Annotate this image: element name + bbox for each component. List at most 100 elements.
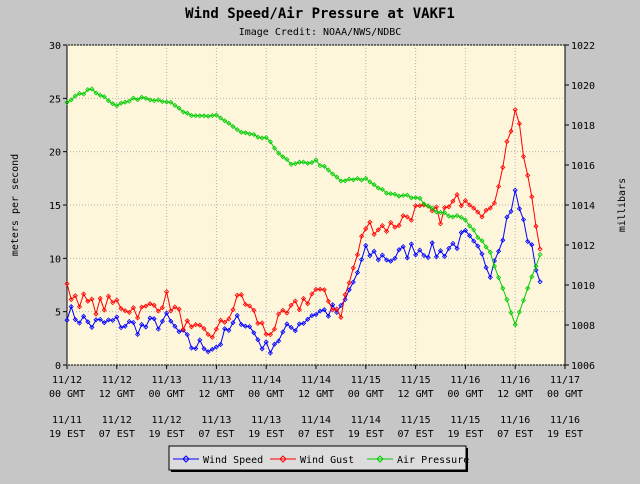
- data-point: [164, 310, 170, 316]
- data-point: [342, 292, 348, 298]
- data-point: [76, 304, 83, 310]
- data-point: [184, 110, 190, 116]
- data-point: [81, 291, 87, 297]
- data-point: [338, 302, 344, 309]
- data-point: [396, 222, 402, 229]
- data-point: [330, 171, 336, 177]
- data-point: [392, 191, 398, 197]
- data-point: [284, 310, 290, 316]
- x-tick-label: 19 EST: [348, 429, 384, 440]
- data-point: [384, 228, 390, 234]
- data-point: [242, 323, 248, 329]
- data-point: [276, 311, 282, 317]
- data-point: [193, 113, 199, 119]
- x-tick-label: 11/15: [450, 415, 480, 426]
- x-tick-label: 12 GMT: [298, 389, 334, 400]
- data-point: [247, 303, 253, 309]
- x-tick-label: 07 EST: [398, 429, 434, 440]
- data-point: [126, 309, 132, 315]
- data-point: [375, 257, 381, 263]
- legend-label: Wind Speed: [203, 455, 263, 466]
- data-point: [64, 317, 70, 323]
- data-point: [313, 286, 319, 292]
- data-point: [218, 341, 224, 348]
- data-point: [85, 319, 91, 325]
- data-point: [151, 302, 157, 308]
- data-point: [101, 320, 107, 326]
- data-point: [72, 293, 78, 299]
- data-point: [288, 302, 294, 308]
- data-point: [388, 258, 394, 264]
- x-tick-label: 11/11: [52, 415, 82, 426]
- data-point: [155, 326, 161, 332]
- data-point: [367, 219, 373, 225]
- legend-swatch-marker: [182, 455, 190, 463]
- data-point: [446, 204, 452, 210]
- legend: Wind Speed Wind Gust Air Pressure: [168, 445, 469, 472]
- data-point: [529, 194, 535, 200]
- data-point: [230, 123, 236, 130]
- data-point: [259, 135, 265, 141]
- left-tick-label: 20: [49, 148, 61, 159]
- legend-box: [168, 445, 467, 471]
- data-point: [508, 128, 514, 134]
- data-point: [143, 95, 149, 101]
- data-point: [89, 324, 95, 330]
- data-point: [122, 323, 128, 329]
- data-point: [417, 247, 423, 253]
- data-point: [172, 304, 178, 310]
- series-wind-speed: [64, 187, 543, 356]
- data-point: [296, 307, 302, 313]
- data-point: [122, 99, 128, 105]
- data-point: [300, 159, 307, 165]
- data-point: [533, 263, 539, 269]
- x-tick-label: 11/14: [251, 375, 281, 386]
- data-point: [284, 156, 290, 162]
- data-point: [367, 179, 373, 185]
- data-point: [483, 264, 489, 271]
- data-point: [433, 209, 439, 215]
- series-line: [66, 190, 541, 355]
- data-point: [205, 113, 211, 119]
- data-point: [130, 319, 136, 326]
- data-point: [375, 227, 381, 233]
- data-point: [147, 315, 153, 321]
- data-point: [164, 289, 170, 295]
- data-point: [359, 233, 365, 239]
- data-point: [309, 291, 315, 297]
- data-point: [309, 313, 315, 319]
- data-point: [226, 327, 232, 333]
- data-point: [504, 296, 510, 303]
- data-point: [479, 238, 485, 244]
- data-point: [242, 301, 248, 307]
- data-point: [379, 223, 385, 229]
- data-point: [512, 322, 518, 328]
- data-point: [135, 97, 141, 103]
- data-point: [64, 281, 70, 287]
- x-tick-label: 11/16: [500, 375, 530, 386]
- data-point: [433, 204, 439, 210]
- data-point: [384, 257, 390, 263]
- data-point: [263, 339, 269, 345]
- data-point: [471, 238, 477, 244]
- data-point: [487, 274, 493, 280]
- data-point: [288, 161, 294, 167]
- data-point: [346, 287, 352, 293]
- data-point: [271, 145, 278, 151]
- x-tick-label: 11/14: [301, 375, 331, 386]
- data-point: [159, 99, 165, 105]
- x-tick-label: 11/16: [550, 415, 580, 426]
- data-point: [384, 190, 390, 196]
- data-point: [429, 240, 435, 246]
- left-tick-label: 25: [49, 94, 61, 105]
- data-point: [338, 314, 344, 320]
- data-point: [238, 321, 244, 328]
- data-point: [354, 175, 361, 182]
- data-point: [437, 248, 444, 254]
- data-point: [471, 227, 477, 233]
- data-point: [421, 252, 427, 258]
- data-point: [354, 252, 361, 258]
- data-point: [342, 297, 348, 303]
- right-tick-label: 1006: [571, 361, 595, 372]
